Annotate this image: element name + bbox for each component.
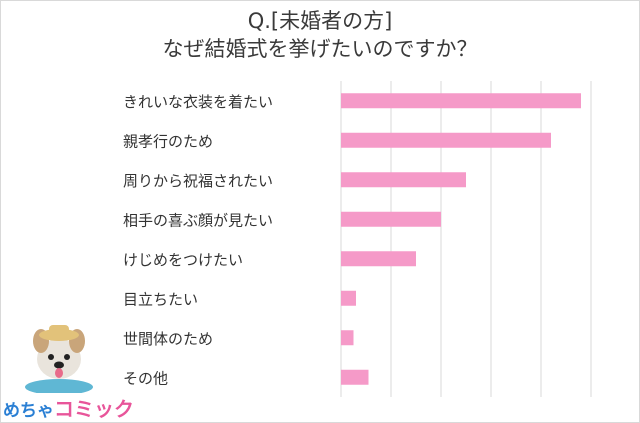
bar (341, 211, 441, 227)
bar (341, 330, 354, 346)
bar (341, 251, 416, 267)
bar (341, 172, 466, 188)
logo-text-part-2: コミック (54, 397, 134, 421)
category-label: 目立ちたい (123, 290, 198, 308)
chart-title: Q.[未婚者の方] なぜ結婚式を挙げたいのですか？ (1, 7, 639, 63)
category-label: 周りから祝福されたい (123, 172, 273, 190)
dog-mascot-image (25, 325, 93, 393)
category-label: きれいな衣装を着たい (123, 93, 273, 111)
bar (341, 132, 551, 148)
chart-title-line-2: なぜ結婚式を挙げたいのですか？ (162, 37, 478, 61)
category-label: けじめをつけたい (123, 251, 243, 269)
category-label: 相手の喜ぶ顔が見たい (123, 211, 273, 229)
site-logo: めちゃコミック (3, 393, 134, 422)
bar (341, 369, 369, 385)
category-label: その他 (123, 369, 168, 387)
category-label: 親孝行のため (123, 132, 213, 150)
bar (341, 290, 356, 306)
chart-title-line-1: Q.[未婚者の方] (247, 9, 393, 33)
logo-text-part-1: めちゃ (3, 401, 54, 421)
category-label: 世間体のため (123, 330, 213, 348)
bar (341, 93, 581, 109)
